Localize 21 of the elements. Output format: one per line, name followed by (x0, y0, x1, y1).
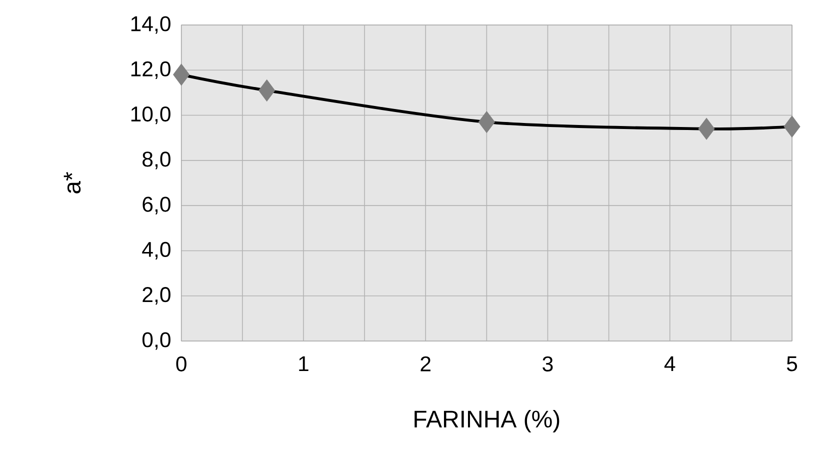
y-tick-label: 10,0 (131, 106, 170, 124)
x-tick-label: 4 (664, 356, 676, 372)
x-tick-label: 2 (420, 356, 430, 372)
x-tick-label: 0 (176, 356, 186, 372)
x-tick-label: 1 (299, 356, 308, 372)
point (784, 116, 800, 138)
point (173, 64, 190, 86)
x-tick-label: 3 (542, 356, 553, 372)
y-tick-label: 4,0 (142, 242, 170, 260)
y-axis-title: a* (64, 172, 81, 194)
x-tick-label: 5 (786, 356, 798, 372)
y-tick-label: 8,0 (142, 152, 170, 170)
y-tick-label: 2,0 (142, 287, 170, 305)
y-tick-label: 12,0 (131, 61, 170, 79)
y-tick-label: 6,0 (142, 196, 170, 214)
point (698, 118, 715, 140)
point (258, 80, 276, 102)
x-axis-title: FARINHA (%) (414, 410, 560, 432)
point (478, 111, 495, 133)
y-tick-label: 0,0 (142, 332, 170, 350)
y-tick-label: 14,0 (131, 16, 170, 34)
